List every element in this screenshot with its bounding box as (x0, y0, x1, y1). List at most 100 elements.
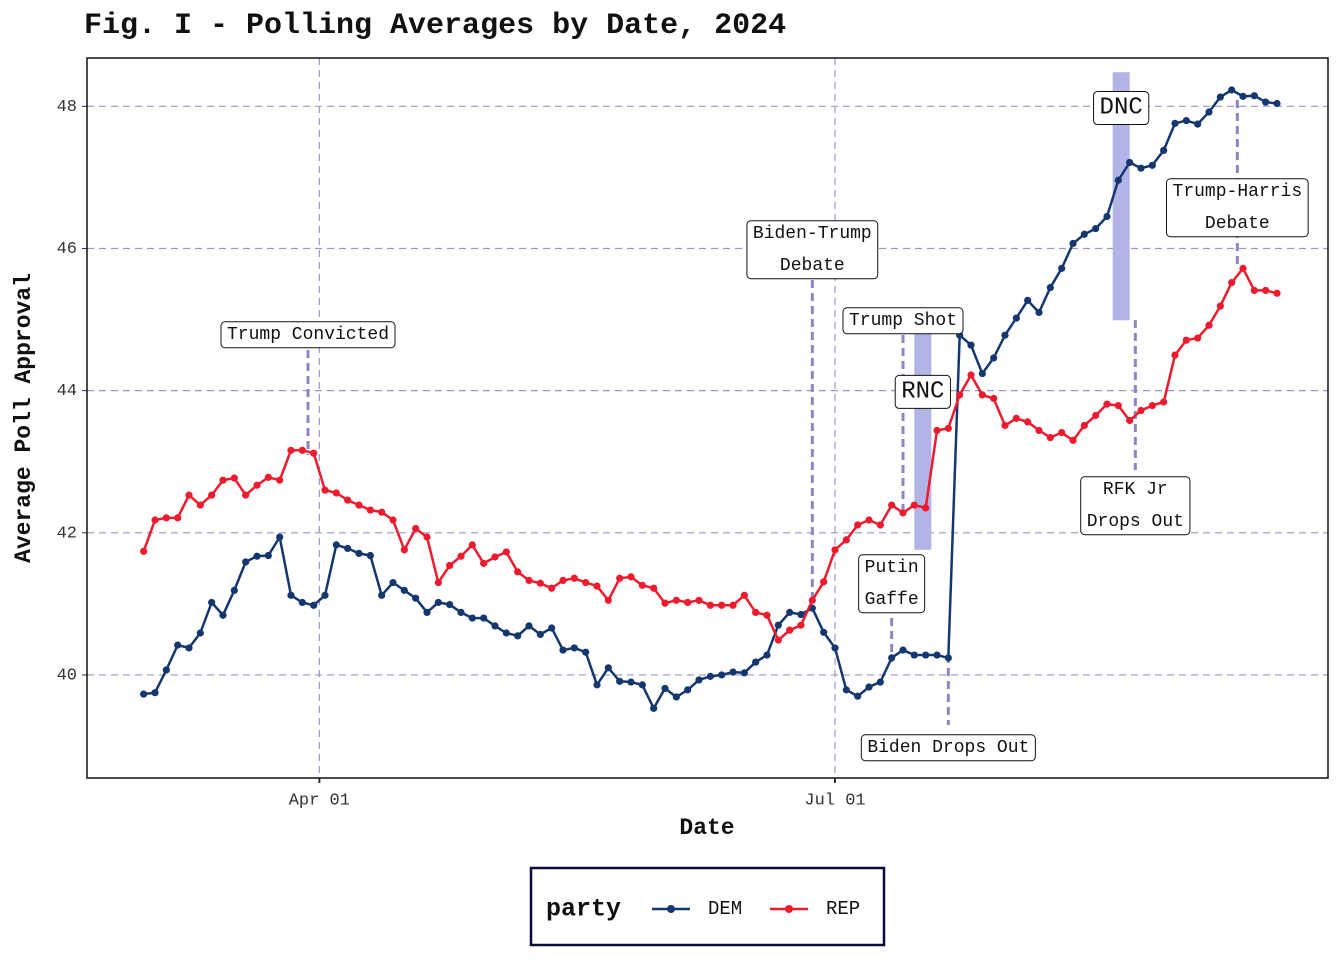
data-point (366, 551, 374, 560)
data-point (548, 624, 556, 632)
data-point (1103, 212, 1111, 221)
label-box (858, 554, 926, 614)
data-point (944, 424, 952, 432)
data-point (298, 446, 306, 454)
y-tick-label: 42 (57, 524, 77, 543)
event-band (914, 333, 932, 550)
annotation-text: Gaffe (865, 590, 919, 610)
data-point (276, 533, 284, 541)
annotation-text: RFK Jr (1103, 480, 1168, 500)
data-point (480, 614, 488, 622)
data-point (230, 586, 238, 594)
data-point (525, 622, 533, 630)
data-point (321, 486, 329, 494)
data-point (253, 481, 261, 489)
data-point (1114, 401, 1122, 410)
data-point (706, 601, 714, 609)
data-point (344, 544, 352, 553)
data-point (332, 489, 340, 497)
data-point (740, 669, 748, 677)
data-point (151, 516, 159, 524)
data-point (412, 524, 420, 533)
y-tick-label: 40 (57, 666, 77, 685)
data-point (684, 598, 692, 607)
data-point (1046, 433, 1054, 442)
annotation-text: Trump Shot (849, 311, 957, 331)
data-point (956, 391, 964, 399)
data-point (1012, 414, 1020, 422)
annotation-label: Trump Convicted (220, 321, 396, 349)
annotation-text: Biden-Trump (753, 224, 872, 244)
data-point (967, 341, 975, 349)
data-point (1058, 264, 1066, 272)
data-point (638, 581, 646, 589)
data-point (242, 491, 250, 499)
data-point (1239, 264, 1247, 272)
data-point (842, 536, 850, 544)
y-axis-title: Average Poll Approval (11, 273, 37, 563)
data-point (151, 689, 159, 697)
annotation-text: Trump Convicted (227, 325, 389, 345)
data-point (310, 601, 318, 609)
annotation-label: Biden Drops Out (860, 734, 1036, 762)
data-point (1250, 92, 1258, 100)
data-point (888, 654, 896, 662)
data-point (196, 501, 204, 509)
data-point (491, 622, 499, 630)
data-point (786, 626, 794, 634)
label-box (220, 321, 396, 349)
data-point (1148, 401, 1156, 410)
data-point (1103, 400, 1111, 408)
data-point (162, 514, 170, 522)
data-point (140, 547, 148, 555)
plot-area: 40 42 44 46 48 Apr 01 Jul 01 RNC DNC Trump Convic… (57, 57, 1329, 810)
band-label-text: RNC (901, 378, 944, 405)
data-point (400, 586, 408, 594)
data-point (140, 690, 148, 698)
data-point (446, 600, 454, 609)
annotation-label: Putin Gaffe (858, 554, 926, 614)
data-point (582, 578, 590, 587)
data-point (684, 686, 692, 694)
data-point (1092, 224, 1100, 233)
label-box (842, 307, 964, 335)
data-point (1012, 314, 1020, 322)
annotation-label: Trump Shot (842, 307, 964, 335)
band-label: DNC (1093, 91, 1150, 126)
data-point (922, 651, 930, 659)
data-point (389, 578, 397, 587)
data-point (876, 521, 884, 529)
data-point (1182, 116, 1190, 125)
data-point (468, 541, 476, 549)
data-point (287, 591, 295, 599)
x-axis-title: Date (679, 815, 734, 841)
data-point (196, 629, 204, 637)
data-point (219, 476, 227, 484)
data-point (1069, 436, 1077, 444)
data-point (978, 391, 986, 399)
data-point (808, 596, 816, 604)
data-point (763, 651, 771, 659)
data-point (525, 576, 533, 585)
band-label-text: DNC (1100, 95, 1143, 122)
data-point (230, 474, 238, 482)
data-point (786, 608, 794, 616)
data-point (1058, 428, 1066, 437)
data-point (1194, 120, 1202, 128)
data-point (604, 596, 612, 604)
data-point (718, 671, 726, 679)
data-point (729, 668, 737, 676)
data-point (287, 446, 295, 454)
annotation-text: Trump-Harris (1173, 182, 1303, 202)
data-point (559, 576, 567, 585)
data-point (185, 491, 193, 499)
data-point (627, 678, 635, 686)
plot-border (86, 57, 1329, 779)
data-point (797, 621, 805, 629)
data-point (536, 630, 544, 639)
legend-swatch-dot (667, 905, 675, 913)
legend-label: REP (826, 898, 860, 920)
data-point (672, 596, 680, 604)
